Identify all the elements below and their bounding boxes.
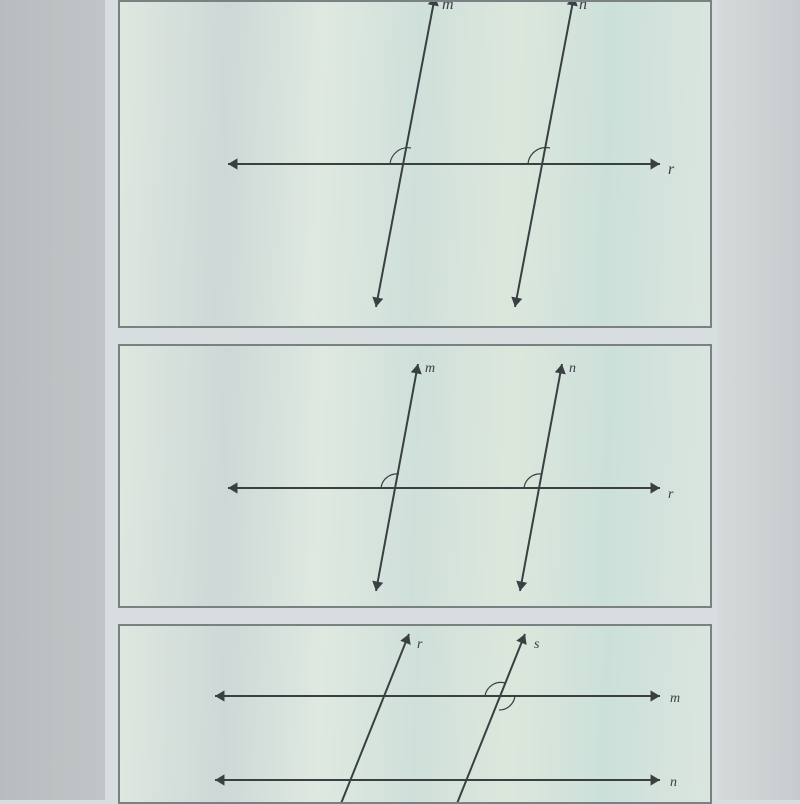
line-r-label: r (668, 161, 675, 178)
line-n: n (511, 2, 587, 307)
line-n: n (516, 361, 576, 591)
line-r: r (228, 482, 674, 502)
angle-arc-2 (528, 148, 550, 164)
line-r-label: r (668, 487, 674, 502)
line-m: m (372, 2, 453, 307)
line-r-label: r (417, 637, 423, 652)
line-n-label: n (579, 2, 587, 13)
line-n-label: n (569, 361, 576, 376)
sidebar-right (718, 0, 800, 800)
line-n: n (215, 774, 677, 790)
line-s-label: s (534, 637, 540, 652)
diagram-panel-1: m n r (118, 0, 712, 328)
line-m-label: m (425, 361, 435, 376)
line-s: s (456, 634, 540, 802)
diagram-panel-3: r s m n (118, 624, 712, 804)
line-r: r (340, 634, 423, 802)
line-m-label: m (670, 691, 680, 706)
line-m: m (372, 361, 435, 591)
angle-arc-2 (499, 696, 515, 710)
geometry-svg: m n r (120, 346, 710, 606)
geometry-svg: m n r (120, 2, 710, 326)
diagram-panel-2: m n r (118, 344, 712, 608)
line-n-label: n (670, 775, 677, 790)
geometry-svg: r s m n (120, 626, 710, 802)
line-m: m (215, 690, 680, 706)
line-m-label: m (442, 2, 454, 13)
line-r: r (228, 158, 675, 178)
sidebar-left (0, 0, 105, 800)
angle-arc-1 (390, 148, 411, 164)
